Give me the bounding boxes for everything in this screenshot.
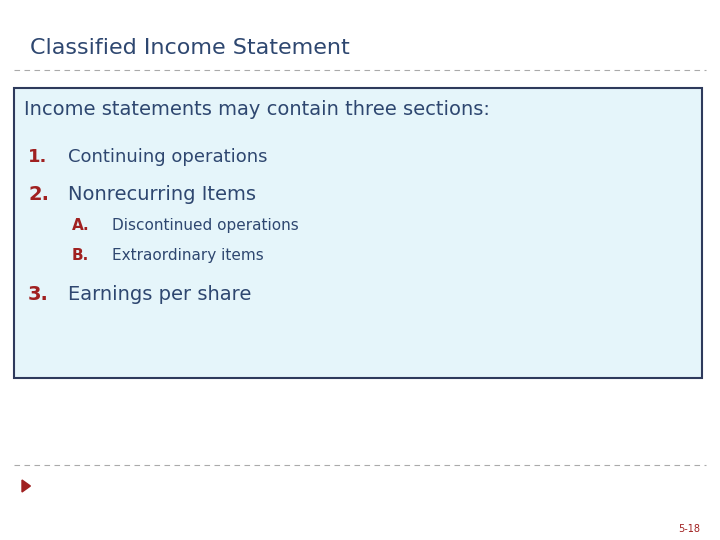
Text: Discontinued operations: Discontinued operations (112, 218, 299, 233)
Text: Continuing operations: Continuing operations (68, 148, 268, 166)
Text: A.: A. (72, 218, 89, 233)
Text: Income statements may contain three sections:: Income statements may contain three sect… (24, 100, 490, 119)
Text: Earnings per share: Earnings per share (68, 285, 251, 304)
Text: B.: B. (72, 248, 89, 263)
Text: 3.: 3. (28, 285, 49, 304)
Text: Nonrecurring Items: Nonrecurring Items (68, 185, 256, 204)
Text: 1.: 1. (28, 148, 48, 166)
Text: Extraordinary items: Extraordinary items (112, 248, 264, 263)
Polygon shape (22, 480, 30, 492)
Text: 5-18: 5-18 (678, 524, 700, 534)
Text: Classified Income Statement: Classified Income Statement (30, 38, 350, 58)
FancyBboxPatch shape (14, 88, 702, 378)
Text: 2.: 2. (28, 185, 49, 204)
